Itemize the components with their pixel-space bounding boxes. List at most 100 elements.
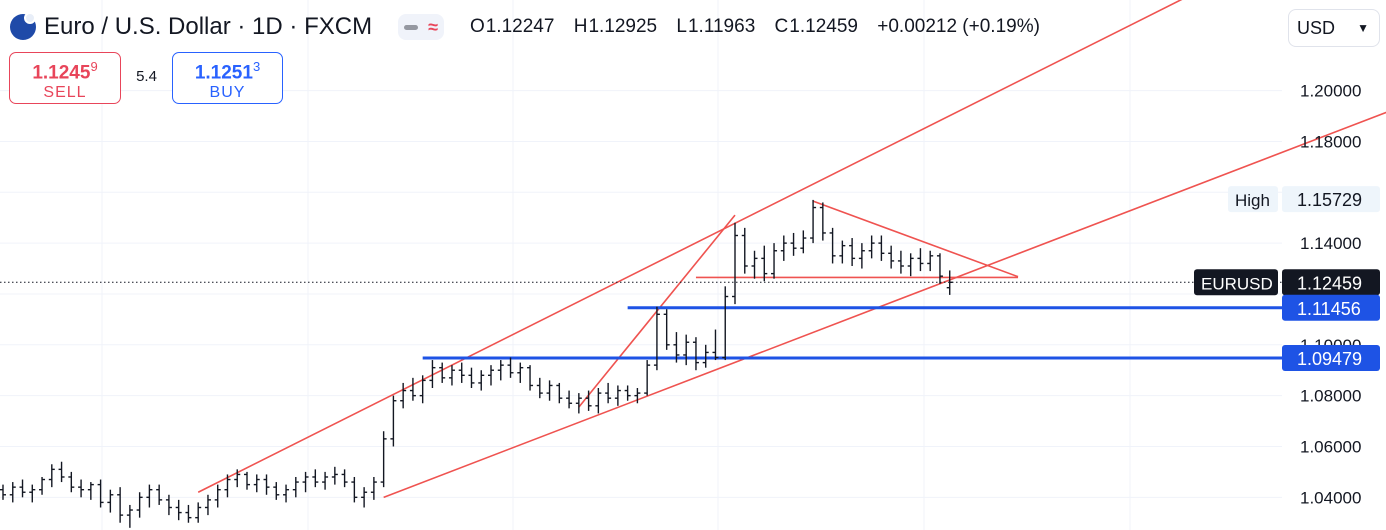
ohlc-bar <box>517 362 524 383</box>
ohlc-bar <box>48 464 55 488</box>
open-value: 1.12247 <box>485 16 555 37</box>
high-key: H <box>573 16 588 37</box>
ohlc-bar <box>322 471 329 490</box>
ohlc-bar <box>702 344 709 368</box>
ohlc-bar <box>790 232 797 256</box>
ohlc-bar <box>224 474 231 498</box>
ohlc-bar <box>897 250 904 274</box>
price-label-1-name-box <box>1194 269 1278 296</box>
ohlc-bar <box>175 499 182 521</box>
ohlc-bar <box>273 482 280 500</box>
ohlc-bar <box>878 235 885 261</box>
ohlc-bar <box>917 248 924 272</box>
y-tick-label: 1.04000 <box>1300 488 1361 507</box>
ohlc-bar <box>370 476 377 500</box>
ohlc-bar <box>624 385 631 401</box>
ohlc-bar <box>390 395 397 447</box>
y-tick-label: 1.06000 <box>1300 437 1361 456</box>
open-key: O <box>469 16 485 37</box>
price-label-2-value: 1.11456 <box>1297 299 1361 319</box>
ohlc-bar <box>644 360 651 396</box>
ohlc-readout: O1.12247 H1.12925 L1.11963 C1.12459 +0.0… <box>470 16 1054 38</box>
ohlc-bar <box>478 370 485 391</box>
sell-button[interactable]: 1.12459 SELL <box>9 52 121 104</box>
ohlc-bar <box>448 365 455 386</box>
ohlc-bar <box>136 492 143 518</box>
price-label-3-box <box>1282 345 1380 372</box>
ohlc-bar <box>585 390 592 411</box>
ohlc-bar <box>126 504 133 528</box>
ohlc-bar <box>683 334 690 366</box>
ohlc-bar <box>653 306 660 371</box>
ohlc-bar <box>849 238 856 266</box>
ohlc-bar <box>78 479 85 498</box>
ohlc-bar <box>19 479 26 498</box>
ohlc-bar <box>9 482 16 503</box>
ohlc-bar <box>595 388 602 414</box>
sell-label: SELL <box>43 84 87 102</box>
indicator-toggle[interactable]: ≈ <box>398 14 444 40</box>
ohlc-bar <box>263 474 270 495</box>
ohlc-bar <box>195 502 202 523</box>
ohlc-bar <box>829 227 836 264</box>
change-value: +0.00212 (+0.19%) <box>877 16 1040 37</box>
minus-icon[interactable] <box>404 24 419 30</box>
ohlc-bar <box>722 286 729 361</box>
ohlc-bar <box>204 494 211 516</box>
buy-button[interactable]: 1.12513 BUY <box>172 52 283 104</box>
ohlc-bar <box>819 202 826 241</box>
price-label-0-value: 1.15729 <box>1297 190 1362 210</box>
price-label-1-name: EURUSD <box>1201 274 1273 293</box>
ohlc-bar <box>97 479 104 508</box>
sell-price: 1.12459 <box>32 59 98 84</box>
wave-icon[interactable]: ≈ <box>428 17 438 37</box>
ohlc-bar <box>156 484 163 505</box>
ohlc-bar <box>312 469 319 488</box>
ohlc-bar <box>751 250 758 279</box>
ohlc-bar <box>419 375 426 404</box>
ohlc-bar <box>244 471 250 490</box>
ohlc-bar <box>712 329 719 361</box>
chevron-down-icon: ▼ <box>1357 21 1369 35</box>
low-key: L <box>676 16 687 37</box>
ohlc-bar <box>468 367 475 389</box>
ohlc-bar <box>87 482 94 500</box>
ohlc-bar <box>292 476 299 498</box>
ohlc-bar <box>858 243 865 269</box>
ohlc-bar <box>146 484 153 508</box>
ohlc-bar <box>888 245 895 269</box>
ohlc-bar <box>732 222 738 305</box>
ohlc-bar <box>673 332 680 363</box>
ohlc-bar <box>185 504 192 523</box>
ohlc-bar <box>507 357 514 378</box>
ohlc-bar <box>634 388 641 404</box>
y-tick-label: 1.08000 <box>1300 387 1361 406</box>
ohlc-bar <box>29 484 36 503</box>
buy-price: 1.12513 <box>194 59 261 84</box>
ohlc-bar <box>165 494 172 516</box>
price-label-3-value: 1.09479 <box>1297 349 1362 369</box>
ohlc-bar <box>575 393 582 414</box>
y-tick-label: 1.14000 <box>1300 234 1361 253</box>
upper-channel-line[interactable] <box>197 0 1223 493</box>
ohlc-bar <box>458 362 465 383</box>
triangle-descending-line[interactable] <box>812 200 1019 278</box>
ohlc-bar <box>946 270 953 295</box>
ohlc-bar <box>68 471 75 493</box>
price-label-0-name-box <box>1228 186 1278 213</box>
ohlc-bar <box>302 471 309 493</box>
symbol-title[interactable]: Euro / U.S. Dollar · 1D · FXCM <box>44 13 373 40</box>
high-value: 1.12925 <box>588 16 658 37</box>
ohlc-bar <box>527 365 534 391</box>
ohlc-bar <box>253 474 260 493</box>
buy-label: BUY <box>209 84 246 102</box>
eur-usd-flag-icon <box>10 12 36 40</box>
ohlc-bar <box>341 469 348 488</box>
ohlc-bar <box>556 382 563 404</box>
price-label-0-box <box>1282 186 1380 213</box>
currency-selector[interactable]: USD ▼ <box>1288 9 1380 47</box>
y-tick-label: 1.18000 <box>1300 132 1361 151</box>
ohlc-bar <box>58 461 65 483</box>
